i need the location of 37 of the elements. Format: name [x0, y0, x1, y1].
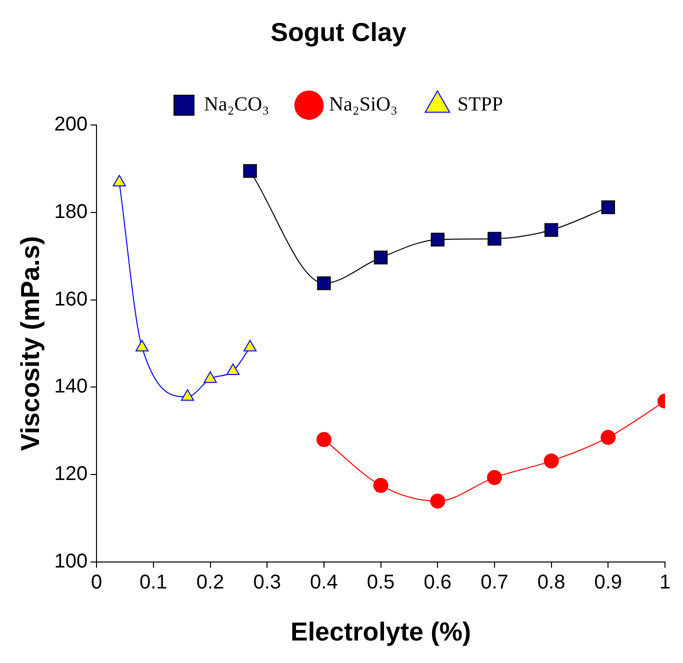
y-tick-label: 200 — [54, 114, 88, 136]
x-tick-label: 0.5 — [366, 571, 395, 594]
legend-label: STPP — [457, 93, 504, 116]
point — [317, 276, 331, 290]
y-tick-label: 120 — [54, 462, 88, 485]
point — [374, 250, 388, 264]
x-tick-label: 0.8 — [537, 571, 566, 594]
point — [544, 223, 558, 237]
point — [600, 430, 616, 445]
point — [373, 478, 388, 493]
x-tick-label: 0.1 — [140, 571, 168, 594]
x-tick-label: 1 — [659, 571, 671, 594]
y-axis-title: Viscosity (mPa.s) — [14, 236, 45, 451]
legend-label: Na₂CO₃ — [204, 93, 270, 116]
point — [544, 453, 559, 468]
chart-title: Sogut Clay — [270, 16, 407, 47]
point — [601, 200, 616, 214]
y-tick-label: 180 — [54, 201, 88, 224]
point — [430, 232, 444, 246]
x-tick-label: 0.3 — [253, 571, 282, 594]
x-axis-title: Electrolyte (%) — [290, 616, 472, 647]
point — [226, 364, 240, 376]
point — [488, 232, 502, 246]
y-tick-label: 140 — [54, 376, 88, 398]
x-tick-label: 0.2 — [196, 571, 224, 594]
legend-label: Na₂SiO₃ — [329, 93, 398, 116]
point — [430, 494, 446, 509]
point — [486, 470, 502, 486]
point — [316, 432, 332, 448]
x-tick-label: 0 — [91, 571, 102, 594]
x-tick-label: 0.4 — [310, 571, 338, 594]
point — [243, 164, 257, 178]
x-tick-label: 0.7 — [480, 571, 508, 594]
x-tick-label: 0.6 — [424, 571, 452, 594]
x-tick-label: 0.9 — [594, 571, 622, 594]
y-tick-label: 100 — [54, 550, 88, 572]
y-tick-label: 160 — [54, 288, 88, 310]
